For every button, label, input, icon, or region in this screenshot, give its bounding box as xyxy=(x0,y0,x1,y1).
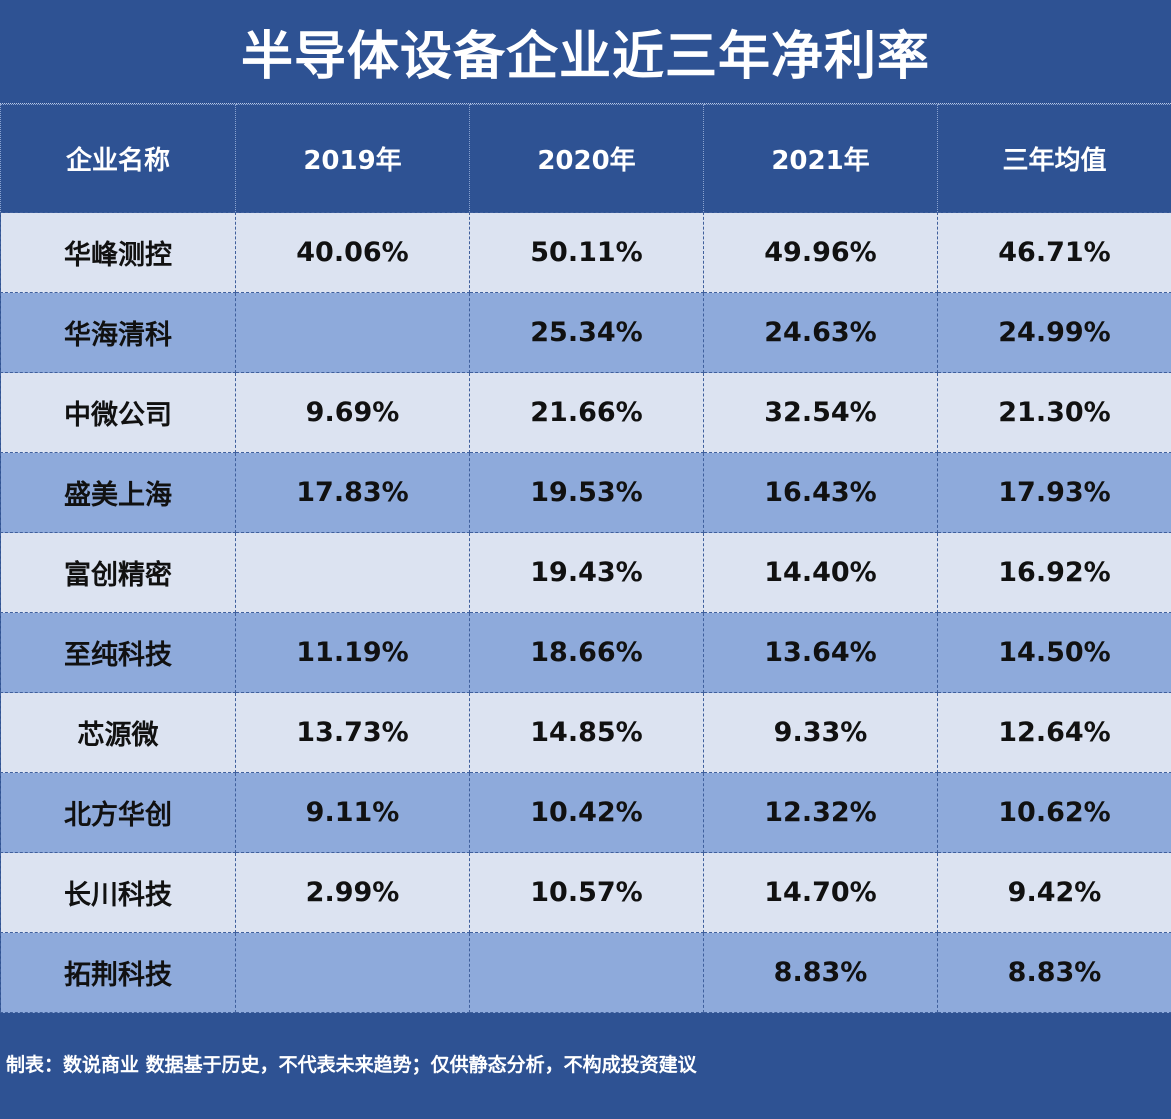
company-name: 富创精密 xyxy=(0,532,236,613)
table-row: 至纯科技 11.19% 18.66% 13.64% 14.50% xyxy=(0,612,1171,693)
table-row: 盛美上海 17.83% 19.53% 16.43% 17.93% xyxy=(0,452,1171,533)
value-2019: 9.11% xyxy=(235,772,470,853)
value-average: 9.42% xyxy=(937,852,1171,933)
table-title: 半导体设备企业近三年净利率 xyxy=(0,0,1171,104)
company-name: 盛美上海 xyxy=(0,452,236,533)
company-name: 拓荆科技 xyxy=(0,932,236,1013)
header-row: 企业名称 2019年 2020年 2021年 三年均值 xyxy=(0,104,1171,213)
value-average: 14.50% xyxy=(937,612,1171,693)
value-2021: 9.33% xyxy=(703,692,938,773)
company-name: 芯源微 xyxy=(0,692,236,773)
table-row: 华峰测控 40.06% 50.11% 49.96% 46.71% xyxy=(0,212,1171,293)
value-2020 xyxy=(469,932,704,1013)
value-2021: 14.40% xyxy=(703,532,938,613)
value-average: 21.30% xyxy=(937,372,1171,453)
value-average: 17.93% xyxy=(937,452,1171,533)
table-row: 长川科技 2.99% 10.57% 14.70% 9.42% xyxy=(0,852,1171,933)
value-2020: 10.57% xyxy=(469,852,704,933)
header-2020: 2020年 xyxy=(469,104,704,213)
source-note: 制表：数说商业 数据基于历史，不代表未来趋势；仅供静态分析，不构成投资建议 xyxy=(6,1054,697,1076)
value-2021: 16.43% xyxy=(703,452,938,533)
value-2020: 18.66% xyxy=(469,612,704,693)
value-2021: 13.64% xyxy=(703,612,938,693)
value-2020: 21.66% xyxy=(469,372,704,453)
table-row: 拓荆科技 8.83% 8.83% xyxy=(0,932,1171,1013)
header-2019: 2019年 xyxy=(235,104,470,213)
value-2021: 32.54% xyxy=(703,372,938,453)
value-2019 xyxy=(235,932,470,1013)
value-average: 12.64% xyxy=(937,692,1171,773)
company-name: 至纯科技 xyxy=(0,612,236,693)
value-2021: 49.96% xyxy=(703,212,938,293)
value-2019 xyxy=(235,292,470,373)
header-company: 企业名称 xyxy=(0,104,236,213)
value-2019 xyxy=(235,532,470,613)
value-2020: 19.43% xyxy=(469,532,704,613)
value-2019: 40.06% xyxy=(235,212,470,293)
value-2020: 25.34% xyxy=(469,292,704,373)
value-2020: 10.42% xyxy=(469,772,704,853)
header-average: 三年均值 xyxy=(937,104,1171,213)
company-name: 长川科技 xyxy=(0,852,236,933)
value-2020: 14.85% xyxy=(469,692,704,773)
value-2021: 14.70% xyxy=(703,852,938,933)
value-average: 16.92% xyxy=(937,532,1171,613)
value-2019: 11.19% xyxy=(235,612,470,693)
value-2020: 50.11% xyxy=(469,212,704,293)
value-2020: 19.53% xyxy=(469,452,704,533)
value-2021: 8.83% xyxy=(703,932,938,1013)
value-average: 24.99% xyxy=(937,292,1171,373)
value-2019: 2.99% xyxy=(235,852,470,933)
value-2019: 9.69% xyxy=(235,372,470,453)
value-2019: 13.73% xyxy=(235,692,470,773)
table-row: 北方华创 9.11% 10.42% 12.32% 10.62% xyxy=(0,772,1171,853)
company-name: 华海清科 xyxy=(0,292,236,373)
table-row: 富创精密 19.43% 14.40% 16.92% xyxy=(0,532,1171,613)
company-name: 北方华创 xyxy=(0,772,236,853)
value-average: 8.83% xyxy=(937,932,1171,1013)
value-average: 10.62% xyxy=(937,772,1171,853)
net-margin-table: 企业名称 2019年 2020年 2021年 三年均值 华峰测控 40.06% … xyxy=(0,104,1171,1013)
value-average: 46.71% xyxy=(937,212,1171,293)
company-name: 华峰测控 xyxy=(0,212,236,293)
value-2021: 24.63% xyxy=(703,292,938,373)
header-2021: 2021年 xyxy=(703,104,938,213)
value-2021: 12.32% xyxy=(703,772,938,853)
value-2019: 17.83% xyxy=(235,452,470,533)
table-row: 华海清科 25.34% 24.63% 24.99% xyxy=(0,292,1171,373)
table-row: 芯源微 13.73% 14.85% 9.33% 12.64% xyxy=(0,692,1171,773)
company-name: 中微公司 xyxy=(0,372,236,453)
table-row: 中微公司 9.69% 21.66% 32.54% 21.30% xyxy=(0,372,1171,453)
